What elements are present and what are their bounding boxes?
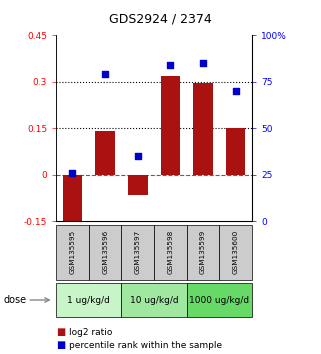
Text: log2 ratio: log2 ratio bbox=[69, 327, 112, 337]
Point bbox=[168, 62, 173, 68]
Text: GSM135595: GSM135595 bbox=[69, 230, 75, 274]
Point bbox=[135, 153, 140, 159]
Point bbox=[102, 72, 108, 77]
Bar bbox=[95, 131, 115, 175]
Text: 1 ug/kg/d: 1 ug/kg/d bbox=[67, 296, 110, 304]
Text: GSM135596: GSM135596 bbox=[102, 230, 108, 274]
Text: GSM135599: GSM135599 bbox=[200, 230, 206, 274]
Text: GSM135598: GSM135598 bbox=[167, 230, 173, 274]
Text: ■: ■ bbox=[56, 340, 65, 350]
Text: 10 ug/kg/d: 10 ug/kg/d bbox=[130, 296, 178, 304]
Bar bbox=[63, 175, 82, 229]
Bar bbox=[193, 84, 213, 175]
Point bbox=[200, 61, 205, 66]
Point bbox=[70, 170, 75, 176]
Bar bbox=[226, 128, 246, 175]
Text: GSM135597: GSM135597 bbox=[135, 230, 141, 274]
Text: GDS2924 / 2374: GDS2924 / 2374 bbox=[109, 12, 212, 25]
Point bbox=[233, 88, 238, 94]
Text: percentile rank within the sample: percentile rank within the sample bbox=[69, 341, 222, 350]
Bar bbox=[160, 76, 180, 175]
Text: GSM135600: GSM135600 bbox=[233, 230, 239, 274]
Text: ■: ■ bbox=[56, 327, 65, 337]
Text: dose: dose bbox=[3, 295, 26, 305]
Bar bbox=[128, 175, 148, 195]
Text: 1000 ug/kg/d: 1000 ug/kg/d bbox=[189, 296, 249, 304]
